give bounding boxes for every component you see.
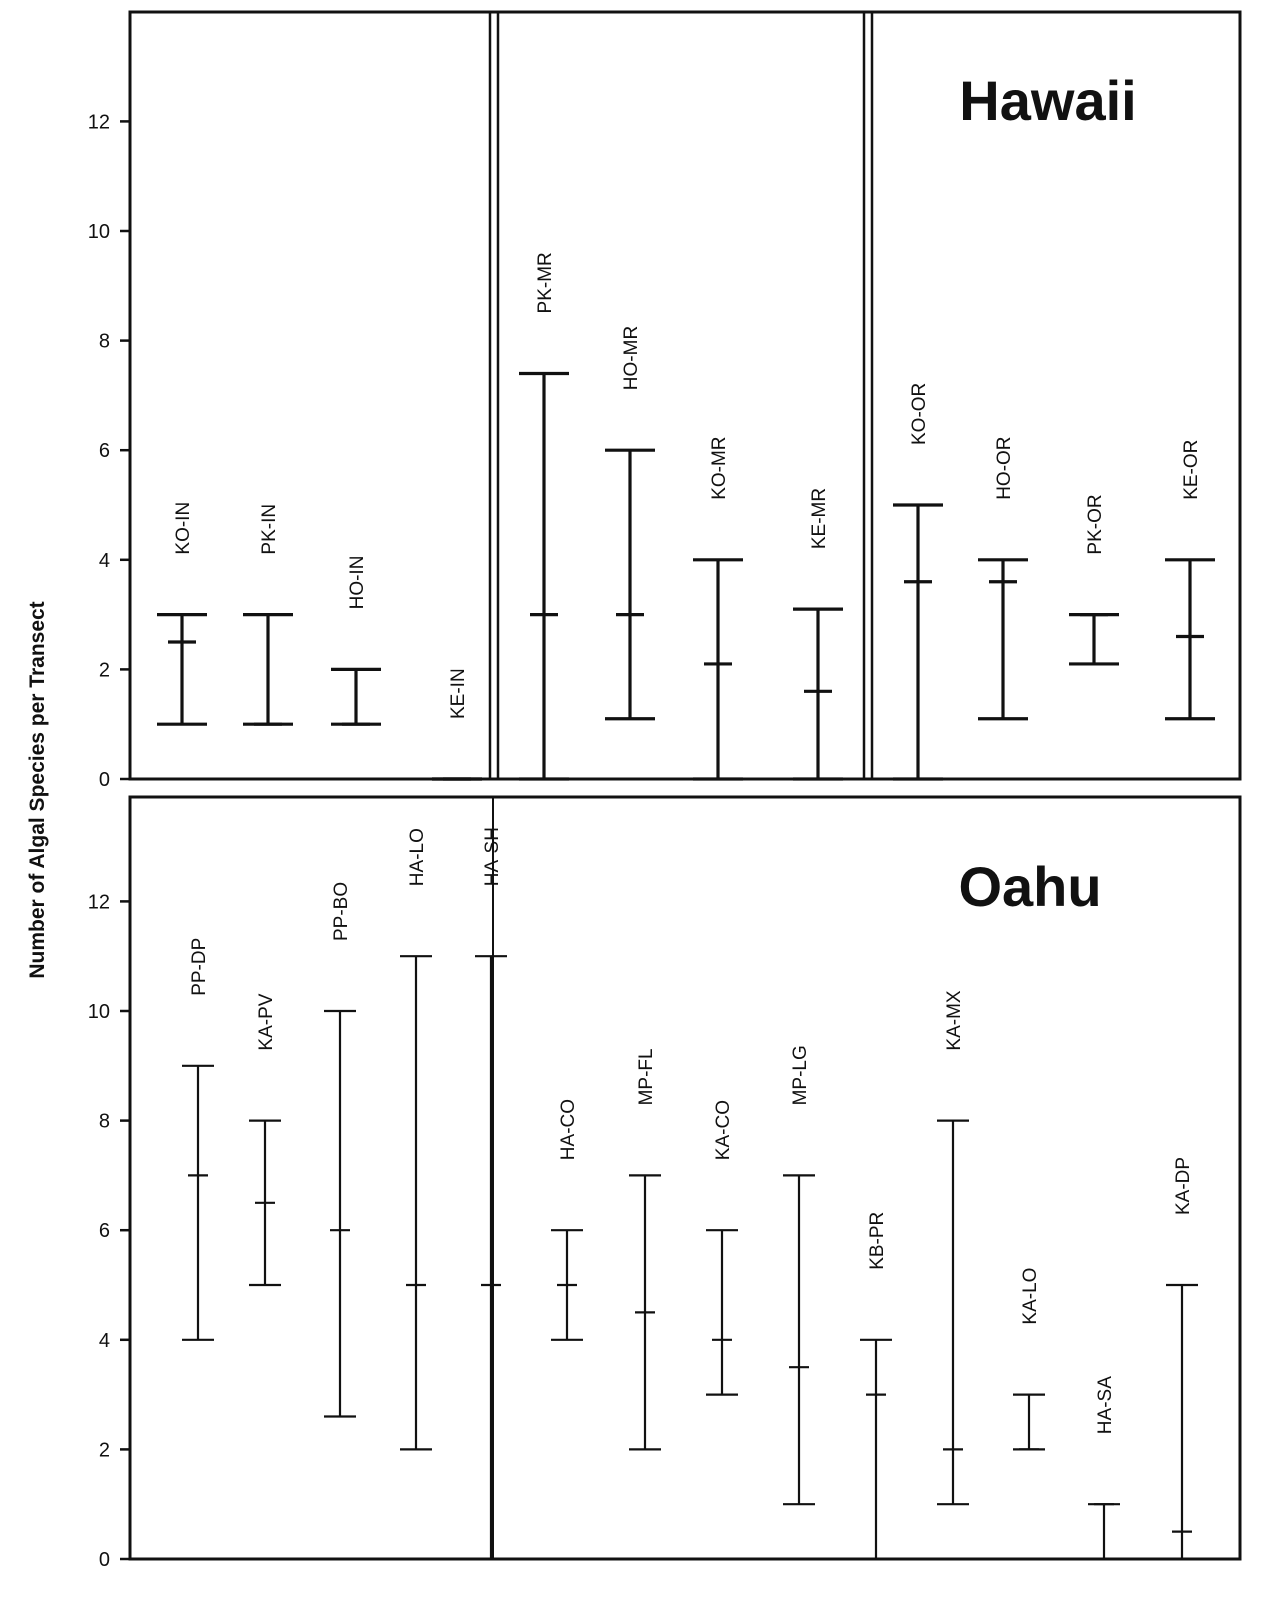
- range-mark-pk-or: [1069, 612, 1119, 666]
- range-mark-ko-or: [893, 503, 943, 781]
- range-mark-pk-mr: [519, 371, 569, 781]
- range-mark-ha-co: [551, 1229, 583, 1341]
- range-mark-ho-mr: [605, 448, 655, 721]
- range-mark-ho-in: [331, 667, 381, 726]
- range-mark-kb-pr: [860, 1338, 892, 1561]
- site-label-ha-sa: HA-SA: [1095, 1376, 1116, 1434]
- site-label-ko-mr: KO-MR: [709, 436, 730, 499]
- range-mark-pk-in: [243, 612, 293, 726]
- y-tick-label: 10: [88, 1001, 110, 1023]
- range-mark-pp-bo: [324, 1009, 356, 1418]
- site-label-ke-or: KE-OR: [1181, 440, 1202, 500]
- y-tick-label: 12: [88, 111, 110, 133]
- site-label-pp-bo: PP-BO: [331, 882, 352, 941]
- range-mark-ka-dp: [1166, 1283, 1198, 1561]
- range-mark-mp-lg: [783, 1174, 815, 1506]
- range-mark-ka-co: [706, 1229, 738, 1396]
- panel-frame-oahu: [128, 795, 1242, 1561]
- y-tick-label: 0: [99, 769, 110, 791]
- range-mark-ka-mx: [937, 1119, 969, 1506]
- site-label-ka-lo: KA-LO: [1020, 1268, 1041, 1325]
- range-mark-ke-or: [1165, 558, 1215, 721]
- panel-title-oahu: Oahu: [958, 855, 1101, 918]
- y-tick-label: 2: [99, 1439, 110, 1461]
- panel-frame-hawaii: [128, 10, 1242, 781]
- site-label-pk-mr: PK-MR: [535, 252, 556, 313]
- range-mark-ka-lo: [1013, 1393, 1045, 1451]
- y-tick-label: 6: [99, 440, 110, 462]
- site-label-ka-pv: KA-PV: [256, 993, 277, 1050]
- panel-frames: [128, 10, 1242, 1561]
- range-mark-ke-mr: [793, 607, 843, 781]
- site-label-ho-or: HO-OR: [994, 436, 1015, 499]
- y-tick-label: 4: [99, 550, 110, 572]
- range-mark-ko-mr: [693, 558, 743, 781]
- range-mark-ka-pv: [249, 1119, 281, 1287]
- site-label-pp-dp: PP-DP: [189, 938, 210, 996]
- site-label-ho-mr: HO-MR: [621, 326, 642, 390]
- y-tick-label: 8: [99, 331, 110, 353]
- range-mark-pp-dp: [182, 1064, 214, 1341]
- site-label-ha-co: HA-CO: [558, 1099, 579, 1160]
- site-label-ka-co: KA-CO: [713, 1100, 734, 1160]
- panel-title-hawaii: Hawaii: [959, 69, 1136, 132]
- range-mark-ko-in: [157, 612, 207, 726]
- site-label-kb-pr: KB-PR: [867, 1212, 888, 1270]
- range-mark-mp-fl: [629, 1174, 661, 1451]
- y-tick-label: 4: [99, 1330, 110, 1352]
- site-label-ka-mx: KA-MX: [944, 990, 965, 1051]
- y-tick-label: 6: [99, 1220, 110, 1242]
- y-tick-label: 12: [88, 891, 110, 913]
- y-tick-label: 10: [88, 221, 110, 243]
- range-mark-ha-sa: [1088, 1503, 1120, 1561]
- site-label-ke-mr: KE-MR: [809, 488, 830, 549]
- y-axis-label: Number of Algal Species per Transect: [26, 601, 49, 978]
- site-label-mp-fl: MP-FL: [636, 1048, 657, 1105]
- site-label-ko-or: KO-OR: [909, 383, 930, 445]
- range-mark-ha-sh: [475, 955, 507, 1561]
- y-tick-label: 0: [99, 1549, 110, 1571]
- site-label-ha-sh: HA-SH: [482, 827, 503, 886]
- site-label-ho-in: HO-IN: [347, 556, 368, 610]
- range-marks: [157, 371, 1215, 1561]
- site-label-ha-lo: HA-LO: [407, 828, 428, 886]
- range-mark-ho-or: [978, 558, 1028, 721]
- site-label-ka-dp: KA-DP: [1173, 1157, 1194, 1215]
- site-label-ke-in: KE-IN: [448, 668, 469, 719]
- y-tick-label: 2: [99, 659, 110, 681]
- y-axes: 0 2 4 6 8 10 12 0 2 4 6 8 10 12: [88, 111, 130, 1571]
- site-label-pk-in: PK-IN: [259, 504, 280, 555]
- site-label-pk-or: PK-OR: [1085, 494, 1106, 554]
- site-label-mp-lg: MP-LG: [790, 1045, 811, 1105]
- site-label-ko-in: KO-IN: [173, 502, 194, 555]
- site-labels: KO-IN PK-IN HO-IN KE-IN PK-MR HO-MR KO-MR KE-MR…: [173, 252, 1202, 1434]
- range-mark-ha-lo: [400, 955, 432, 1451]
- y-tick-label: 8: [99, 1111, 110, 1133]
